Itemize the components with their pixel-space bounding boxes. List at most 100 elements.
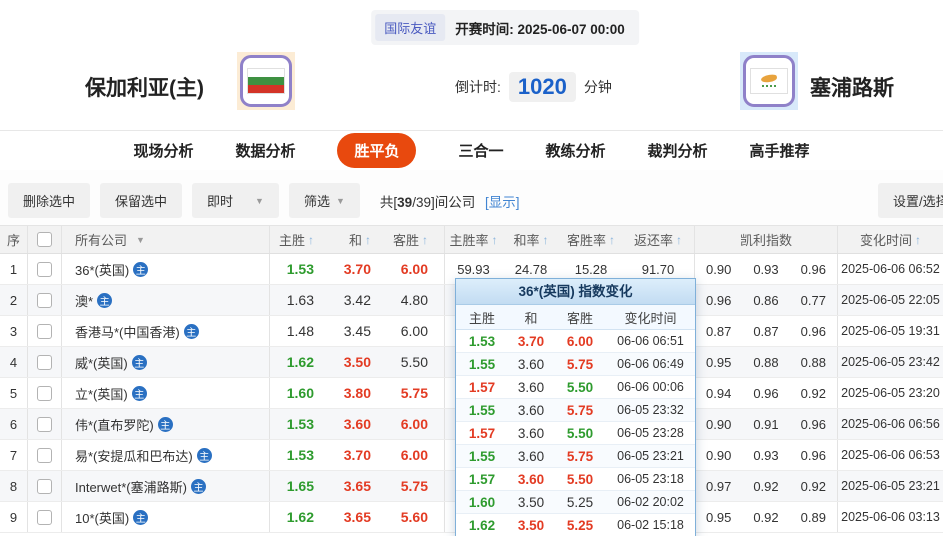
home-odds[interactable]: 1.63	[286, 292, 314, 308]
popup-body: 1.53 3.70 6.00 06-06 06:51 1.55 3.60 5.7…	[456, 330, 695, 536]
popup-away-odds: 5.25	[566, 494, 594, 510]
company-cell[interactable]: 威*(英国) 主	[62, 347, 270, 377]
draw-odds[interactable]: 3.60	[343, 416, 371, 432]
popup-row: 1.55 3.60 5.75 06-05 23:32	[456, 399, 695, 422]
header-draw-odds[interactable]: 和 ↑	[348, 232, 371, 249]
filter-dropdown[interactable]: 筛选 ▼	[288, 183, 360, 218]
kelly-away: 0.96	[800, 416, 826, 432]
company-cell[interactable]: 伟*(直布罗陀) 主	[62, 409, 270, 439]
kelly-home: 0.95	[706, 354, 732, 370]
away-odds[interactable]: 5.50	[387, 347, 445, 377]
row-checkbox[interactable]	[37, 354, 52, 370]
row-checkbox[interactable]	[37, 478, 52, 494]
popup-draw-odds: 3.60	[517, 425, 545, 441]
change-time: 2025-06-05 23:42	[841, 355, 940, 369]
header-away-rate[interactable]: 客胜率 ↑	[566, 232, 615, 249]
kelly-home: 0.96	[706, 292, 732, 308]
tab-referee-analysis[interactable]: 裁判分析	[647, 143, 708, 160]
tab-live-analysis[interactable]: 现场分析	[133, 143, 194, 160]
tab-win-draw-lose[interactable]: 胜平负	[337, 133, 417, 168]
popup-away-odds: 5.75	[566, 402, 594, 418]
away-team-flag	[740, 52, 798, 110]
away-odds[interactable]: 6.00	[387, 440, 445, 470]
away-odds[interactable]: 5.75	[387, 378, 445, 408]
company-cell[interactable]: 澳* 主	[62, 285, 270, 315]
header-change-time[interactable]: 变化时间 ↑	[859, 232, 921, 249]
table-row[interactable]: 1 36*(英国) 主 1.53 3.70 6.00 59.93 24.78 1…	[0, 254, 943, 285]
draw-rate: 24.78	[514, 261, 548, 277]
popup-draw-odds: 3.60	[517, 471, 545, 487]
header-home-rate[interactable]: 主胜率 ↑	[449, 232, 498, 249]
header-away-odds[interactable]: 客胜 ↑	[387, 226, 445, 253]
settings-button[interactable]: 设置/选择	[878, 183, 943, 218]
popup-home-odds: 1.62	[468, 517, 496, 533]
tab-coach-analysis[interactable]: 教练分析	[545, 143, 606, 160]
popup-draw-odds: 3.50	[517, 494, 545, 510]
league-badge[interactable]: 国际友谊	[375, 14, 446, 41]
header-return-rate[interactable]: 返还率 ↑	[622, 226, 695, 253]
draw-odds[interactable]: 3.50	[343, 354, 371, 370]
away-odds[interactable]: 5.60	[387, 502, 445, 532]
row-seq: 7	[0, 440, 28, 470]
home-odds[interactable]: 1.48	[286, 323, 314, 339]
instant-dropdown[interactable]: 即时 ▼	[192, 183, 279, 218]
tab-expert-picks[interactable]: 高手推荐	[749, 143, 810, 160]
popup-change-time: 06-02 20:02	[617, 495, 684, 509]
row-checkbox[interactable]	[37, 416, 52, 432]
away-odds[interactable]: 5.75	[387, 471, 445, 501]
change-time: 2025-06-05 19:31	[841, 324, 940, 338]
row-checkbox[interactable]	[37, 292, 52, 308]
draw-odds[interactable]: 3.45	[343, 323, 371, 339]
company-cell[interactable]: 10*(英国) 主	[62, 502, 270, 532]
keep-selected-button[interactable]: 保留选中	[100, 183, 183, 218]
draw-odds[interactable]: 3.70	[343, 261, 371, 277]
draw-odds[interactable]: 3.65	[343, 509, 371, 525]
popup-draw-odds: 3.60	[517, 402, 545, 418]
draw-odds[interactable]: 3.70	[343, 447, 371, 463]
header-home-odds[interactable]: 主胜 ↑	[278, 232, 314, 249]
row-checkbox[interactable]	[37, 261, 52, 277]
company-cell[interactable]: 36*(英国) 主	[62, 254, 270, 284]
tab-data-analysis[interactable]: 数据分析	[235, 143, 296, 160]
kelly-index: 0.96 0.86 0.77	[695, 285, 838, 315]
away-odds[interactable]: 6.00	[387, 316, 445, 346]
company-cell[interactable]: 易*(安提瓜和巴布达) 主	[62, 440, 270, 470]
home-odds[interactable]: 1.53	[286, 447, 314, 463]
home-odds[interactable]: 1.65	[286, 478, 314, 494]
popup-row: 1.57 3.60 5.50 06-05 23:18	[456, 468, 695, 491]
header-draw-rate[interactable]: 和率 ↑	[513, 232, 549, 249]
home-odds[interactable]: 1.62	[286, 509, 314, 525]
home-odds[interactable]: 1.53	[286, 261, 314, 277]
header-company[interactable]: 所有公司 ▼	[62, 226, 270, 253]
kelly-away: 0.92	[800, 478, 826, 494]
delete-selected-button[interactable]: 删除选中	[8, 183, 91, 218]
row-checkbox[interactable]	[37, 385, 52, 401]
away-odds[interactable]: 6.00	[387, 409, 445, 439]
draw-odds[interactable]: 3.42	[343, 292, 371, 308]
home-odds[interactable]: 1.60	[286, 385, 314, 401]
countdown-label: 倒计时:	[455, 79, 501, 95]
sort-asc-icon: ↑	[676, 232, 682, 247]
away-odds[interactable]: 4.80	[387, 285, 445, 315]
row-checkbox[interactable]	[37, 509, 52, 525]
draw-odds[interactable]: 3.65	[343, 478, 371, 494]
company-cell[interactable]: 香港马*(中国香港) 主	[62, 316, 270, 346]
select-all-checkbox[interactable]	[37, 232, 52, 247]
draw-odds[interactable]: 3.80	[343, 385, 371, 401]
tab-three-in-one[interactable]: 三合一	[458, 143, 504, 160]
sort-asc-icon: ↑	[915, 232, 921, 247]
home-odds[interactable]: 1.53	[286, 416, 314, 432]
cyprus-flag-icon	[743, 55, 795, 107]
home-rate: 59.93	[457, 261, 490, 277]
row-checkbox[interactable]	[37, 447, 52, 463]
company-cell[interactable]: Interwet*(塞浦路斯) 主	[62, 471, 270, 501]
row-checkbox[interactable]	[37, 323, 52, 339]
show-link[interactable]: [显示]	[485, 195, 520, 210]
home-odds[interactable]: 1.62	[286, 354, 314, 370]
sort-asc-icon: ↑	[308, 232, 314, 247]
away-odds[interactable]: 6.00	[387, 254, 445, 284]
company-cell[interactable]: 立*(英国) 主	[62, 378, 270, 408]
home-team-name: 保加利亚(主)	[85, 77, 204, 100]
bulgaria-flag-icon	[240, 55, 292, 107]
